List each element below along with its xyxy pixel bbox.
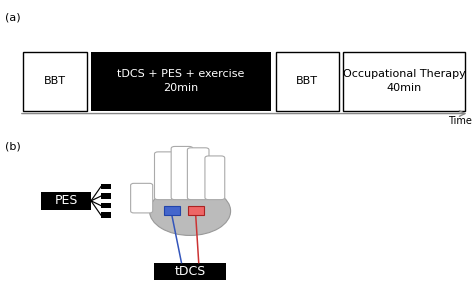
Text: PES: PES	[55, 194, 78, 207]
Text: (b): (b)	[6, 142, 21, 152]
Text: tDCS: tDCS	[174, 265, 206, 278]
Text: Time: Time	[447, 116, 472, 126]
Text: BBT: BBT	[44, 76, 66, 86]
Bar	[343, 52, 465, 111]
Bar	[91, 52, 271, 111]
Bar	[101, 184, 111, 189]
Text: (a): (a)	[6, 12, 21, 22]
FancyBboxPatch shape	[205, 156, 225, 200]
Bar	[101, 193, 111, 199]
Bar	[101, 212, 111, 218]
Text: BBT: BBT	[296, 76, 318, 86]
FancyBboxPatch shape	[171, 146, 193, 200]
Bar	[101, 203, 111, 208]
FancyBboxPatch shape	[187, 148, 209, 200]
Bar	[23, 52, 86, 111]
Bar	[42, 192, 91, 210]
FancyBboxPatch shape	[131, 183, 153, 213]
Bar	[164, 205, 180, 215]
Bar	[275, 52, 338, 111]
Text: Occupational Therapy
40min: Occupational Therapy 40min	[343, 69, 465, 94]
Text: tDCS + PES + exercise
20min: tDCS + PES + exercise 20min	[118, 69, 245, 94]
Bar	[154, 263, 226, 280]
Ellipse shape	[150, 187, 230, 235]
FancyBboxPatch shape	[155, 152, 176, 200]
Bar	[188, 205, 203, 215]
